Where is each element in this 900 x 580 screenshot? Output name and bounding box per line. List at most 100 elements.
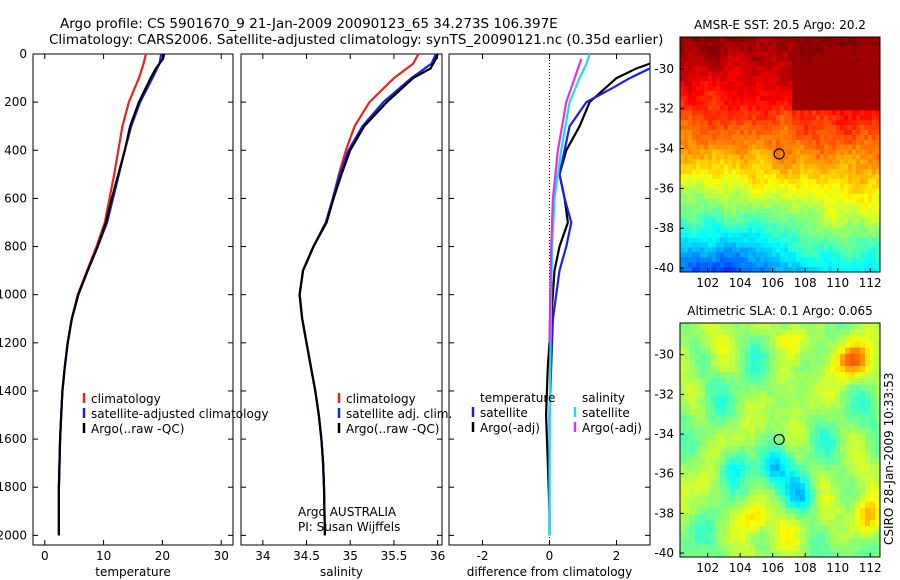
map-cell — [748, 247, 753, 253]
map-cell — [740, 409, 746, 416]
map-cell — [708, 144, 713, 150]
map-cell — [748, 85, 753, 92]
map-cell — [732, 95, 737, 101]
map-cell — [755, 520, 761, 527]
map-cell — [732, 66, 737, 72]
map-cell — [800, 56, 805, 62]
map-cell — [685, 544, 691, 552]
map-cell — [695, 329, 701, 336]
map-cell — [800, 227, 805, 234]
map-cell — [744, 120, 749, 126]
map-cell — [744, 257, 749, 263]
map-cell — [855, 403, 861, 410]
map-cell — [876, 188, 881, 194]
map-cell — [772, 169, 777, 175]
map-cell — [755, 329, 761, 336]
map-cell — [716, 232, 721, 239]
map-cell — [700, 198, 705, 204]
map-cell — [724, 252, 729, 258]
map-cell — [790, 335, 796, 342]
map-cell — [772, 76, 777, 82]
map-cell — [816, 51, 821, 57]
map-cell — [796, 257, 801, 263]
legend-entry: climatology — [346, 392, 416, 406]
map-cell — [725, 526, 731, 533]
map-cell — [870, 550, 876, 558]
map-cell — [770, 501, 776, 509]
map-cell — [810, 409, 816, 416]
map-cell — [776, 174, 781, 180]
map-cell — [765, 544, 771, 552]
map-cell — [876, 267, 881, 273]
map-cell — [700, 458, 706, 465]
map-cell — [768, 193, 773, 199]
y-tick-label: 200 — [4, 95, 27, 109]
map-cell — [868, 154, 873, 160]
map-cell — [696, 105, 701, 111]
map-cell — [680, 483, 686, 490]
map-cell — [705, 378, 711, 385]
map-cell — [860, 446, 866, 453]
map-cell — [796, 90, 801, 97]
map-cell — [725, 372, 731, 379]
map-cell — [784, 115, 789, 121]
map-cell — [700, 144, 705, 150]
map-cell — [720, 76, 725, 82]
map-cell — [715, 538, 721, 545]
map-cell — [732, 198, 737, 204]
map-cell — [856, 183, 861, 190]
y-tick-label: 1000 — [0, 288, 27, 302]
map-cell — [836, 130, 841, 136]
map-cell — [732, 213, 737, 219]
map-cell — [796, 247, 801, 253]
map-cell — [875, 415, 881, 422]
map-cell — [860, 470, 866, 478]
map-cell — [848, 223, 853, 229]
map-cell — [730, 446, 736, 453]
map-cell — [780, 242, 785, 248]
map-cell — [788, 237, 793, 243]
map-cell — [800, 440, 806, 447]
map-cell — [764, 125, 769, 131]
map-cell — [788, 66, 793, 72]
map-cell — [696, 267, 701, 273]
map-cell — [692, 134, 697, 141]
map-cell — [848, 115, 853, 121]
map-cell — [804, 61, 809, 67]
map-cell — [715, 495, 721, 502]
map-cell — [725, 347, 731, 355]
map-cell — [720, 227, 725, 234]
map-cell — [690, 378, 696, 385]
map-cell — [835, 501, 841, 509]
map-cell — [855, 378, 861, 385]
map-cell — [745, 372, 751, 379]
map-cell — [736, 247, 741, 253]
map-cell — [848, 144, 853, 150]
map-cell — [696, 85, 701, 92]
map-cell — [692, 51, 697, 57]
map-cell — [692, 144, 697, 150]
map-cell — [735, 329, 741, 336]
map-cell — [768, 134, 773, 141]
map-cell — [756, 267, 761, 273]
map-cell — [735, 415, 741, 422]
map-cell — [680, 139, 685, 146]
map-cell — [768, 237, 773, 243]
map-cell — [868, 149, 873, 155]
map-cell — [804, 134, 809, 141]
map-cell — [700, 323, 706, 330]
map-cell — [712, 115, 717, 121]
map-cell — [688, 105, 693, 111]
map-cell — [756, 252, 761, 258]
map-cell — [720, 262, 725, 268]
map-cell — [708, 71, 713, 77]
map-cell — [764, 81, 769, 87]
map-cell — [680, 51, 685, 57]
map-cell — [704, 51, 709, 57]
map-cell — [688, 100, 693, 106]
map-cell — [760, 169, 765, 175]
map-cell — [808, 66, 813, 72]
map-cell — [780, 85, 785, 92]
panel-temperature-frame — [32, 53, 234, 546]
map-cell — [835, 544, 841, 552]
